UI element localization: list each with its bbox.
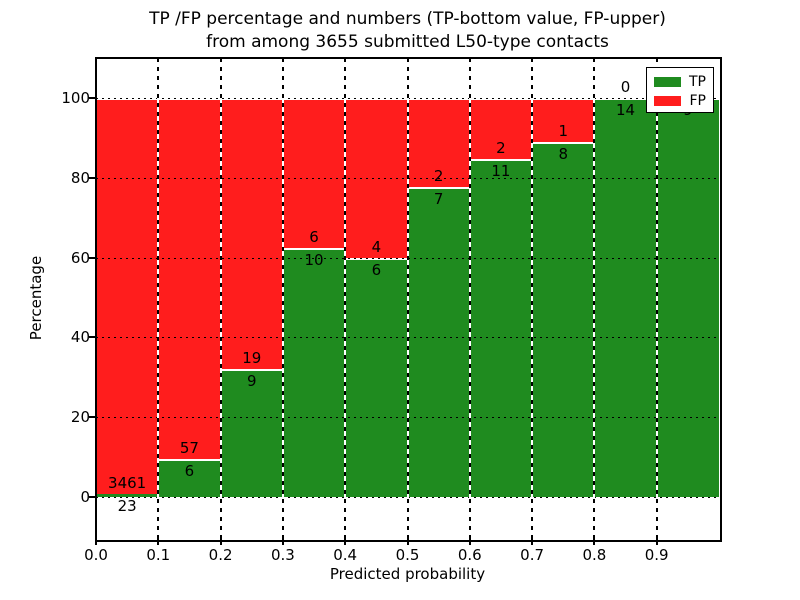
gridline-vertical <box>344 58 347 539</box>
gridline-vertical <box>406 58 409 539</box>
y-tick-label: 0 <box>80 488 90 506</box>
fp-count-label: 19 <box>242 348 262 367</box>
fp-count-label: 0 <box>620 78 631 96</box>
tp-count-label: 10 <box>304 250 324 269</box>
legend-swatch-tp <box>654 76 681 87</box>
tp-count-label: 23 <box>117 497 137 516</box>
gridline-vertical <box>531 58 534 539</box>
y-tick-mark <box>89 496 95 498</box>
fp-count-label: 6 <box>309 227 319 246</box>
bar-segment-tp <box>594 98 657 497</box>
x-tick-mark <box>655 539 658 545</box>
x-tick-label: 0.7 <box>520 546 545 564</box>
fp-count-label: 57 <box>179 439 199 457</box>
fp-count-label: 2 <box>496 139 506 158</box>
x-tick-label: 0.4 <box>333 546 358 564</box>
bar-segment-tp <box>532 142 595 497</box>
tp-count-label: 11 <box>491 162 511 181</box>
y-tick-mark <box>89 416 95 419</box>
x-tick-label: 0.2 <box>208 546 233 564</box>
x-tick-mark <box>406 539 409 545</box>
bar-segment-tp <box>656 98 719 497</box>
bar-segment-fp <box>282 98 346 248</box>
legend: TP FP <box>646 67 714 113</box>
fp-count-label: 4 <box>371 237 382 256</box>
tp-count-label: 8 <box>558 145 569 164</box>
x-tick-label: 0.5 <box>395 546 420 564</box>
bar-segment-fp <box>96 98 159 495</box>
bar-segment-tp <box>158 459 221 497</box>
bar-segment-tp <box>220 368 283 497</box>
tp-count-label: 7 <box>433 189 444 208</box>
x-tick-label: 0.6 <box>457 546 482 564</box>
y-tick-label: 20 <box>70 408 90 427</box>
bar-segment-tp <box>345 257 408 497</box>
tp-count-label: 9 <box>246 371 257 390</box>
y-tick-label: 100 <box>61 89 90 107</box>
legend-row: TP <box>654 72 706 91</box>
chart-title: TP /FP percentage and numbers (TP-bottom… <box>96 8 719 54</box>
x-tick-mark <box>219 539 222 545</box>
tp-count-label: 6 <box>371 260 382 279</box>
x-tick-label: 0.8 <box>582 546 607 564</box>
bar-segment-tp <box>96 494 159 497</box>
y-axis-label: Percentage <box>27 255 45 341</box>
bar-segment-fp <box>158 98 221 459</box>
legend-row: FP <box>654 91 706 110</box>
gridline-vertical <box>468 58 471 539</box>
x-tick-label: 0.3 <box>270 546 295 564</box>
bar-segment-tp <box>407 186 470 497</box>
fp-count-label: 1 <box>558 122 569 141</box>
fp-count-label: 3461 <box>108 474 147 493</box>
bar-segment-fp <box>532 98 595 143</box>
x-tick-mark <box>344 539 347 545</box>
legend-swatch-fp <box>654 95 681 106</box>
x-tick-label: 0.0 <box>84 546 108 564</box>
x-tick-mark <box>281 539 284 545</box>
x-axis-label: Predicted probability <box>329 565 486 583</box>
bar-segment-fp <box>469 98 533 160</box>
y-tick-mark <box>89 176 95 179</box>
gridline-vertical <box>281 58 284 539</box>
gridline-vertical <box>157 58 160 539</box>
bar-segment-tp <box>282 247 346 497</box>
gridline-vertical <box>219 58 222 539</box>
gridline-vertical <box>593 58 596 539</box>
x-tick-mark <box>95 539 97 545</box>
y-tick-mark <box>89 336 95 339</box>
legend-label-tp: TP <box>689 73 706 90</box>
tp-count-label: 6 <box>184 462 195 480</box>
y-tick-mark <box>89 97 95 99</box>
y-tick-label: 60 <box>70 248 90 267</box>
x-tick-mark <box>531 539 534 545</box>
x-tick-label: 0.1 <box>146 546 171 564</box>
x-tick-mark <box>468 539 471 545</box>
x-tick-label: 0.9 <box>644 546 669 564</box>
gridline-vertical <box>655 58 658 539</box>
title-line-1: TP /FP percentage and numbers (TP-bottom… <box>149 9 666 29</box>
tp-count-label: 14 <box>615 101 636 119</box>
bar-segment-tp <box>469 159 533 497</box>
title-line-2: from among 3655 submitted L50-type conta… <box>206 32 609 52</box>
bar-segment-fp <box>220 98 283 369</box>
fp-count-label: 2 <box>433 166 444 185</box>
x-tick-mark <box>157 539 160 545</box>
y-tick-label: 40 <box>70 328 90 347</box>
y-tick-label: 80 <box>70 168 90 187</box>
x-tick-mark <box>593 539 596 545</box>
legend-label-fp: FP <box>689 92 707 109</box>
y-tick-mark <box>89 256 95 259</box>
